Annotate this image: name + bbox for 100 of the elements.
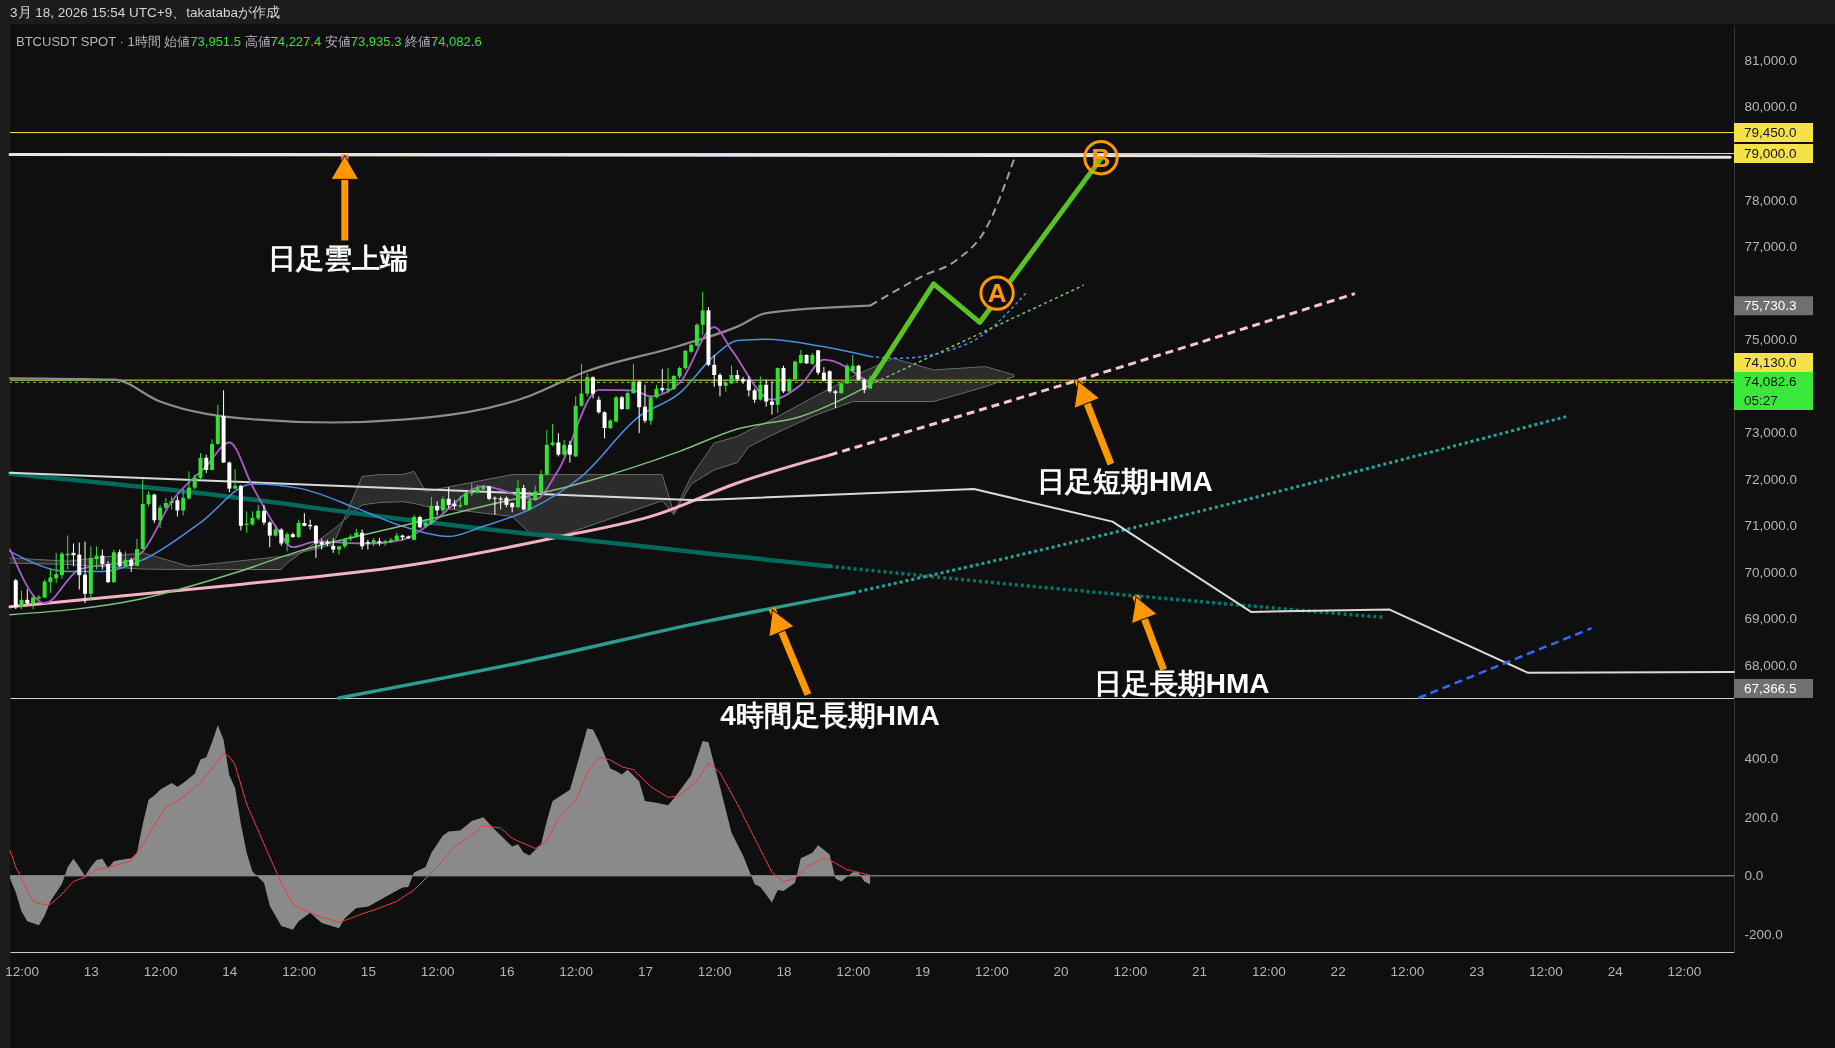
y-tick-label: -200.0 xyxy=(1744,926,1783,942)
x-tick-label: 23 xyxy=(1469,963,1485,979)
y-tick-label: 77,000.0 xyxy=(1744,239,1798,255)
candlestick xyxy=(94,545,99,571)
line-series xyxy=(8,304,872,424)
text: 75,730.3 xyxy=(1744,297,1797,313)
x-tick-label: 24 xyxy=(1607,963,1624,979)
x-tick-label: 18 xyxy=(776,963,792,979)
candlestick xyxy=(718,372,722,397)
line-series xyxy=(7,471,832,569)
candlestick xyxy=(625,390,630,411)
x-tick-label: 14 xyxy=(222,963,238,979)
candlestick xyxy=(827,369,832,394)
y-tick-label: 68,000.0 xyxy=(1744,657,1798,673)
candlestick xyxy=(83,541,88,604)
x-tick-label: 12:00 xyxy=(974,963,1009,979)
y-tick-label: 78,000.0 xyxy=(1744,192,1798,208)
x-tick-label: 12:00 xyxy=(559,963,594,979)
candlestick xyxy=(186,470,191,501)
x-tick-label: 20 xyxy=(1053,963,1069,979)
annotation: 4時間足長期HMA xyxy=(720,699,940,731)
chart-title: 3月 18, 2026 15:54 UTC+9、takatabaが作成 xyxy=(10,4,281,22)
candlestick xyxy=(700,291,705,336)
annotation: 日足短期HMA xyxy=(1037,466,1213,498)
candlestick xyxy=(429,496,434,526)
line-series xyxy=(9,753,871,923)
candlestick xyxy=(412,514,417,541)
candlestick xyxy=(816,349,821,376)
x-tick-label: 12:00 xyxy=(697,963,732,979)
candlestick xyxy=(567,440,572,464)
y-tick-label: 73,000.0 xyxy=(1744,425,1798,441)
candlestick xyxy=(648,395,653,426)
candlestick xyxy=(175,495,180,517)
candlestick xyxy=(233,468,238,491)
candlestick xyxy=(267,520,272,548)
text: BTCUSDT SPOT · 1時間 始値73,951.5 高値74,227.4 安値73,935.3 終値74,082.6 xyxy=(16,34,482,49)
candlestick xyxy=(169,495,174,511)
candlestick xyxy=(337,545,342,556)
candlestick xyxy=(602,410,607,439)
x-tick-label: 22 xyxy=(1330,963,1346,979)
candlestick xyxy=(54,552,59,584)
candlestick xyxy=(163,497,168,511)
candlestick xyxy=(833,389,838,409)
candlestick xyxy=(360,529,365,551)
candlestick xyxy=(158,504,163,529)
candlestick xyxy=(31,594,36,610)
candlestick xyxy=(19,590,24,610)
x-tick-label: 12:00 xyxy=(1667,963,1702,979)
ref-line-label: 74,082.6 xyxy=(1744,373,1797,389)
candlestick xyxy=(181,489,186,517)
x-tick-label: 12:00 xyxy=(143,963,178,979)
candlestick xyxy=(198,452,203,481)
y-tick-label: 80,000.0 xyxy=(1744,99,1798,115)
candlestick xyxy=(764,379,769,408)
candlestick xyxy=(313,524,318,559)
x-tick-label: 21 xyxy=(1192,963,1208,979)
x-tick-label: 12:00 xyxy=(5,963,39,979)
x-tick-label: 19 xyxy=(915,963,931,979)
candlestick xyxy=(521,484,526,511)
y-tick-label: 70,000.0 xyxy=(1744,564,1798,580)
candlestick xyxy=(694,322,699,348)
candlestick xyxy=(556,432,561,457)
annotation: B xyxy=(1091,142,1111,173)
candlestick xyxy=(204,454,209,474)
annotation: 日足長期HMA xyxy=(1093,667,1270,699)
candlestick xyxy=(746,375,751,397)
candlestick xyxy=(769,381,774,416)
candlestick xyxy=(515,479,520,509)
candlestick xyxy=(683,349,688,371)
annotation: A xyxy=(987,278,1007,309)
candlestick xyxy=(585,373,590,397)
candlestick xyxy=(492,495,497,516)
x-tick-label: 12:00 xyxy=(1113,963,1148,979)
annotation: 日足雲上端 xyxy=(267,243,408,275)
x-tick-label: 12:00 xyxy=(1251,963,1286,979)
candlestick xyxy=(741,376,746,385)
ref-line-label: 79,450.0 xyxy=(1744,124,1797,140)
candlestick xyxy=(77,542,82,591)
candlestick xyxy=(285,531,290,552)
candlestick xyxy=(48,568,53,594)
y-tick-label: 75,000.0 xyxy=(1744,332,1798,348)
ref-line-label: 74,130.0 xyxy=(1744,354,1797,370)
line-series xyxy=(869,157,1016,307)
x-tick-label: 13 xyxy=(83,963,99,979)
candlestick xyxy=(591,375,595,399)
line-series xyxy=(8,453,832,609)
candlestick xyxy=(296,519,301,539)
y-tick-label: 81,000.0 xyxy=(1744,52,1798,68)
y-tick-label: 400.0 xyxy=(1744,751,1779,767)
x-tick-label: 16 xyxy=(499,963,515,979)
candlestick xyxy=(59,551,64,580)
x-tick-label: 15 xyxy=(360,963,376,979)
candlestick xyxy=(781,365,786,394)
y-tick-label: 200.0 xyxy=(1744,809,1779,825)
candlestick xyxy=(106,560,111,584)
annotation: 05:27 xyxy=(1744,392,1778,408)
x-tick-label: 12:00 xyxy=(836,963,871,979)
y-tick-label: 71,000.0 xyxy=(1744,518,1798,534)
x-tick-label: 12:00 xyxy=(282,963,317,979)
x-tick-label: 12:00 xyxy=(1390,963,1425,979)
